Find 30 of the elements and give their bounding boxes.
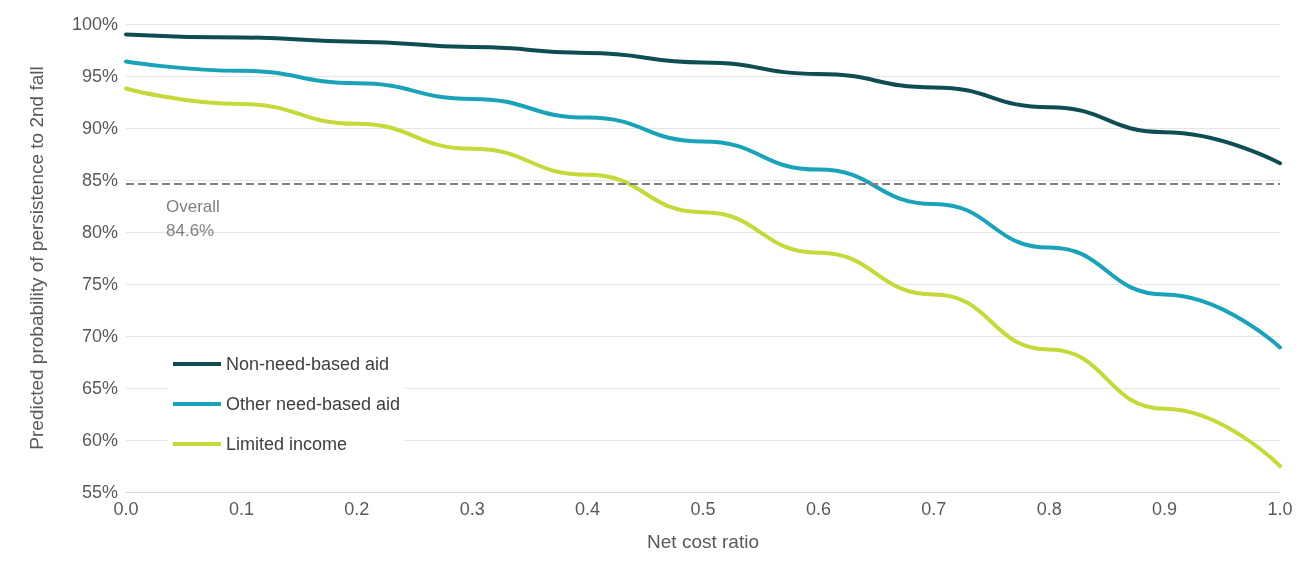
x-tick-label: 0.6: [805, 499, 831, 519]
y-tick-label: 70%: [81, 326, 118, 346]
line-series: [124, 86, 1282, 468]
line-series: [124, 59, 1282, 350]
x-tick-label: 0.2: [344, 499, 370, 519]
x-tick-label: 0.9: [1152, 499, 1178, 519]
x-tick-label: 0.8: [1036, 499, 1062, 519]
y-tick-label: 100%: [71, 14, 118, 34]
y-tick-label: 75%: [81, 274, 118, 294]
legend-label: Other need-based aid: [226, 394, 401, 414]
legend-label: Non-need-based aid: [226, 354, 390, 374]
y-tick-label: 95%: [81, 66, 118, 86]
y-tick-label: 60%: [81, 430, 118, 450]
x-axis-title: Net cost ratio: [647, 531, 759, 552]
legend-label: Limited income: [226, 434, 348, 454]
y-tick-label: 90%: [81, 118, 118, 138]
x-tick-label: 0.3: [459, 499, 485, 519]
y-tick-label: 80%: [81, 222, 118, 242]
y-tick-label: 65%: [81, 378, 118, 398]
x-tick-label: 0.7: [921, 499, 947, 519]
x-tick-label: 0.5: [690, 499, 716, 519]
y-tick-label: 55%: [81, 482, 118, 502]
x-tick-label: 0.0: [113, 499, 139, 519]
line-series: [124, 32, 1282, 166]
y-tick-label: 85%: [81, 170, 118, 190]
x-tick-label: 0.4: [575, 499, 601, 519]
ref-line-label: Overall 84.6%: [166, 196, 220, 240]
y-axis-title: Predicted probability of persistence to 2nd fall: [25, 66, 47, 450]
x-tick-label: 0.1: [228, 499, 254, 519]
x-tick-label: 1.0: [1267, 499, 1293, 519]
